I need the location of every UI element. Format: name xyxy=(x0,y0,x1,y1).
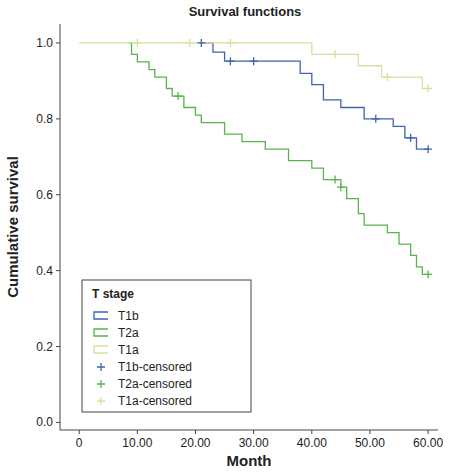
censored-marker xyxy=(372,115,380,123)
censored-marker xyxy=(424,85,432,93)
y-tick xyxy=(56,270,60,271)
censored-marker xyxy=(424,270,432,278)
legend-label: T1b xyxy=(118,309,139,323)
x-tick xyxy=(253,430,254,434)
legend-box xyxy=(82,280,251,412)
censored-marker xyxy=(250,57,258,65)
x-axis xyxy=(60,430,438,431)
survival-line xyxy=(79,43,428,89)
censored-marker xyxy=(383,73,391,81)
censored-marker xyxy=(133,39,141,47)
y-axis-label: Cumulative survival xyxy=(4,156,21,298)
x-tick xyxy=(311,430,312,434)
censored-marker xyxy=(407,134,415,142)
legend-label: T2a xyxy=(118,326,139,340)
censored-marker xyxy=(174,92,182,100)
legend-label: T1a-censored xyxy=(118,394,192,408)
x-tick xyxy=(195,430,196,434)
legend: T stage T1b T2a T1a T1b-censored T2a-censored… xyxy=(82,280,251,412)
y-tick xyxy=(56,422,60,423)
legend-label: T2a-censored xyxy=(118,377,192,391)
y-tick-label: 0.0 xyxy=(36,415,53,429)
x-tick xyxy=(137,430,138,434)
y-tick-label: 0.6 xyxy=(36,188,53,202)
censored-marker xyxy=(226,57,234,65)
x-tick xyxy=(428,430,429,434)
plot-area xyxy=(79,39,432,278)
censored-marker xyxy=(331,50,339,58)
legend-symbol xyxy=(97,363,105,371)
x-tick-label: 0 xyxy=(76,436,83,450)
censored-marker xyxy=(197,39,205,47)
y-tick xyxy=(56,346,60,347)
survival-line xyxy=(201,43,428,149)
x-axis-label: Month xyxy=(227,452,272,469)
y-tick-label: 0.4 xyxy=(36,264,53,278)
legend-symbol xyxy=(97,380,105,388)
x-tick xyxy=(369,430,370,434)
y-tick xyxy=(56,194,60,195)
legend-symbol xyxy=(97,397,105,405)
x-tick xyxy=(79,430,80,434)
legend-symbol xyxy=(94,312,108,319)
y-tick-label: 0.2 xyxy=(36,340,53,354)
title: Survival functions xyxy=(189,4,302,19)
censored-marker xyxy=(424,145,432,153)
x-tick-label: 10.00 xyxy=(122,436,152,450)
y-tick-label: 0.8 xyxy=(36,112,53,126)
x-tick-label: 20.00 xyxy=(180,436,210,450)
y-tick xyxy=(56,42,60,43)
x-tick-label: 60.00 xyxy=(413,436,443,450)
x-tick-label: 50.00 xyxy=(355,436,385,450)
x-tick-label: 40.00 xyxy=(297,436,327,450)
y-tick-label: 1.0 xyxy=(36,36,53,50)
y-tick xyxy=(56,118,60,119)
legend-symbol xyxy=(94,329,108,336)
x-tick-label: 30.00 xyxy=(239,436,269,450)
censored-marker xyxy=(186,39,194,47)
censored-marker xyxy=(337,183,345,191)
legend-label: T1a xyxy=(118,343,139,357)
chart: Survival functions 0 10.00 20.00 30.00 40.00 5… xyxy=(0,0,450,472)
censored-marker xyxy=(331,176,339,184)
legend-title: T stage xyxy=(92,287,134,301)
censored-marker xyxy=(226,39,234,47)
legend-symbol xyxy=(94,346,108,353)
y-axis xyxy=(60,24,61,430)
legend-label: T1b-censored xyxy=(118,360,192,374)
